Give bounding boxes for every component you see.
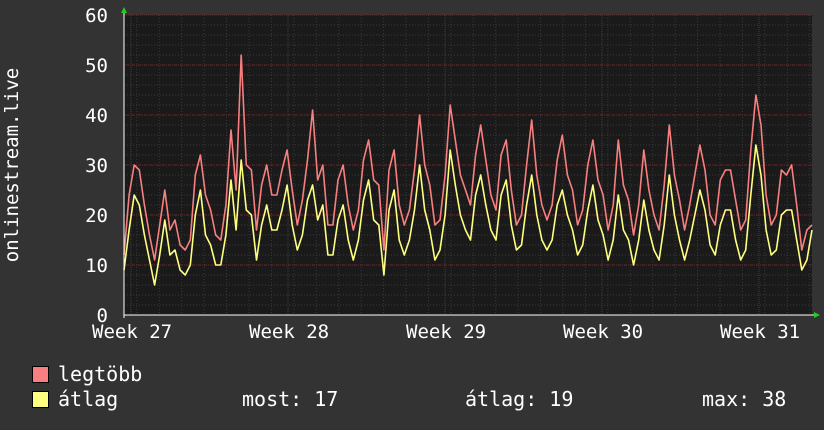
legend-swatch-max: [32, 366, 49, 383]
legend-swatch-avg: [32, 391, 49, 408]
stat-average: átlag: 19: [465, 387, 574, 411]
x-tick-label: Week 31: [720, 321, 800, 343]
legend-label-avg: átlag: [58, 387, 119, 411]
series-line-0: [123, 54, 813, 261]
x-tick-label: Week 27: [92, 321, 172, 343]
y-tick-label: 40: [85, 105, 108, 127]
stat-now: most: 17: [242, 387, 339, 411]
legend-label-max: legtöbb: [58, 362, 143, 386]
y-axis-arrow-icon: [121, 7, 127, 13]
legend-row-avg: átlag most: 17 átlag: 19 max: 38: [32, 387, 812, 412]
x-axis-arrow-icon: [814, 312, 820, 318]
stat-max: max: 38: [702, 387, 787, 411]
axes: [121, 7, 820, 318]
series-group: [123, 54, 813, 286]
y-tick-label: 50: [85, 55, 108, 77]
tick-labels: 0 10 20 30 40 50 60 Week 27 Week 28 Week 29 Week 3…: [85, 5, 800, 343]
y-tick-label: 0: [97, 305, 108, 327]
y-axis-label: onlinestream.live: [1, 68, 23, 262]
y-tick-label: 30: [85, 155, 108, 177]
legend: legtöbb átlag most: 17 átlag: 19 max: 38: [32, 362, 812, 412]
legend-row-max: legtöbb: [32, 362, 812, 387]
y-tick-label: 20: [85, 205, 108, 227]
chart: 0 10 20 30 40 50 60 Week 27 Week 28 Week 29 Week 3…: [1, 5, 820, 343]
y-tick-label: 10: [85, 255, 108, 277]
series-line-1: [123, 144, 813, 286]
x-tick-label: Week 30: [563, 321, 643, 343]
x-tick-label: Week 29: [406, 321, 486, 343]
y-tick-label: 60: [85, 5, 108, 27]
x-tick-label: Week 28: [249, 321, 329, 343]
